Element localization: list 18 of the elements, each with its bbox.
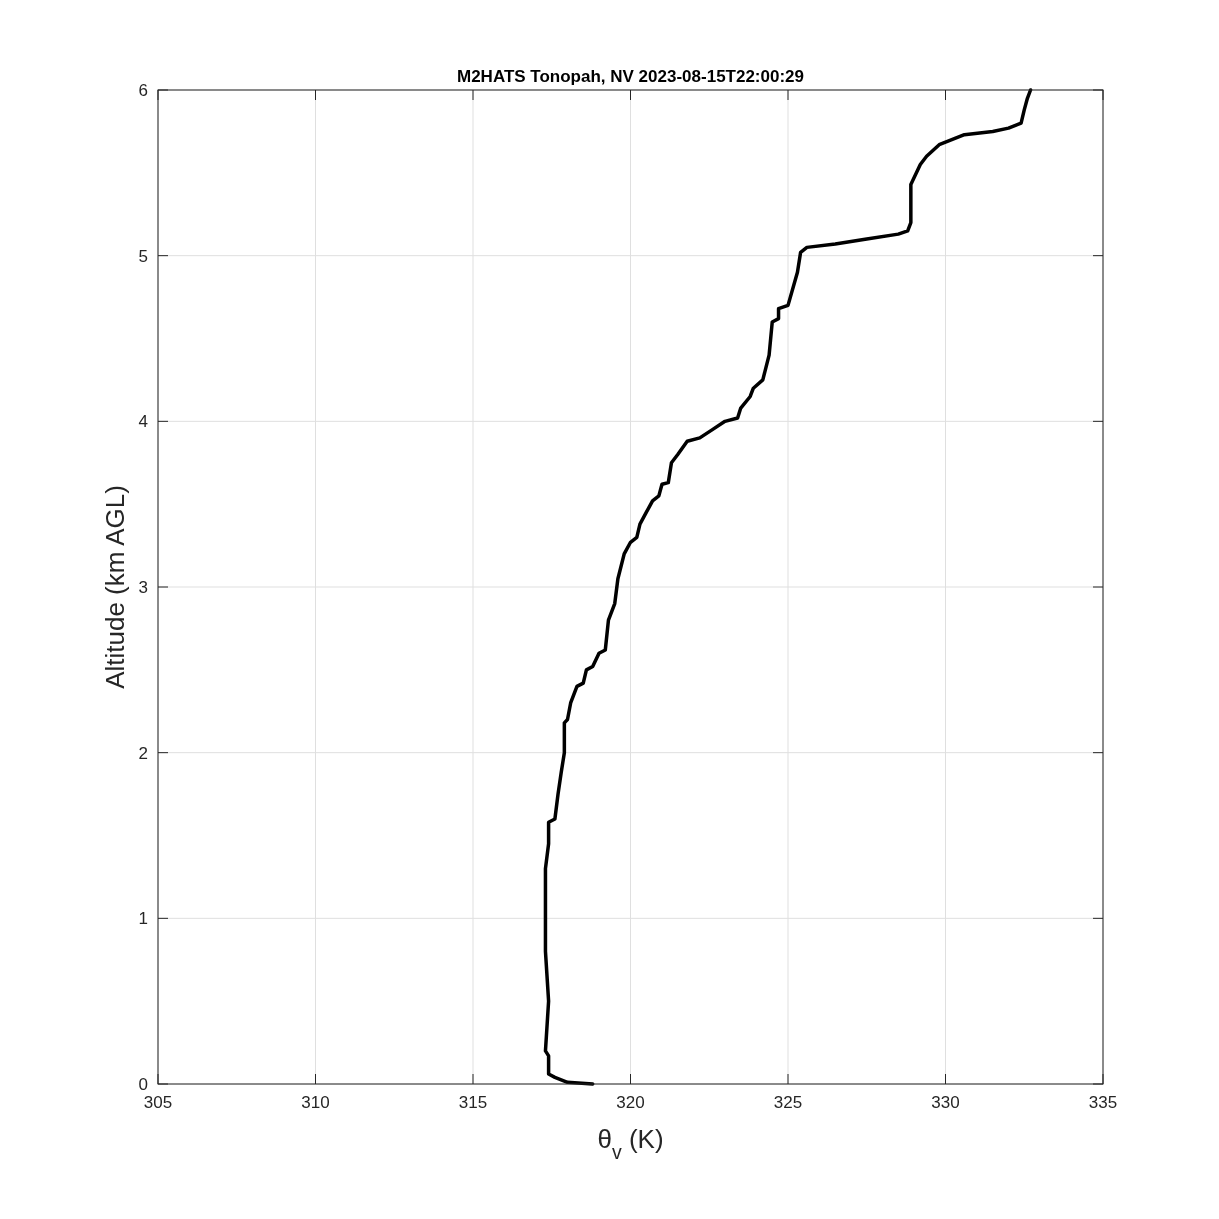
y-tick-label: 2 bbox=[138, 743, 148, 763]
y-tick-label: 0 bbox=[138, 1075, 148, 1094]
x-tick-label: 335 bbox=[1088, 1093, 1118, 1112]
x-tick-label: 305 bbox=[143, 1093, 173, 1112]
y-axis-title: Altitude (km AGL) bbox=[100, 485, 130, 689]
x-axis-title: θ$_{v}$ (K) bbox=[597, 1124, 664, 1163]
y-tick-label: 3 bbox=[138, 578, 148, 597]
y-tick-label: 6 bbox=[138, 81, 148, 100]
x-tick-label: 310 bbox=[301, 1093, 330, 1112]
line-series bbox=[543, 88, 1033, 1086]
x-tick-label: 320 bbox=[616, 1093, 645, 1112]
y-tick-label: 4 bbox=[138, 412, 148, 432]
chart-title: M2HATS Tonopah, NV 2023-08-15T22:00:29 bbox=[456, 67, 805, 86]
x-tick-label: 325 bbox=[773, 1093, 803, 1112]
x-tick-label: 330 bbox=[931, 1093, 960, 1112]
y-tick-label: 1 bbox=[138, 909, 148, 929]
y-tick-label: 5 bbox=[138, 246, 148, 266]
x-tick-label: 315 bbox=[458, 1093, 488, 1112]
